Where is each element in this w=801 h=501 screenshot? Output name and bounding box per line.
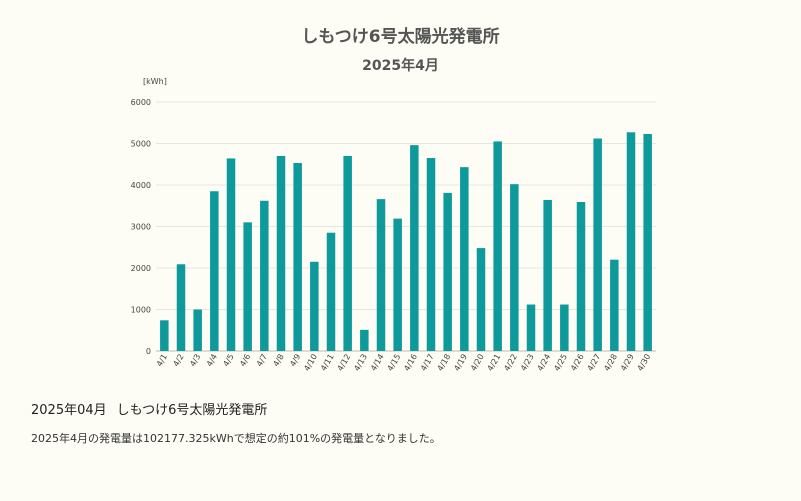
footer-plant-name: しもつけ6号太陽光発電所	[116, 403, 268, 418]
y-tick-label: 4000	[131, 181, 151, 190]
bar	[276, 155, 286, 351]
y-unit-label: [kWh]	[143, 77, 167, 86]
chart-title: しもつけ6号太陽光発電所	[301, 27, 500, 47]
footer-period: 2025年04月	[31, 403, 107, 418]
bar	[476, 248, 486, 351]
bar	[626, 132, 636, 351]
x-tick-label: 4/7	[255, 353, 269, 369]
bar	[260, 200, 269, 351]
x-tick-label: 4/26	[569, 353, 586, 373]
bar	[243, 222, 252, 351]
x-tick-label: 4/21	[486, 352, 503, 372]
x-tick-label: 4/8	[272, 353, 286, 369]
bar	[293, 163, 302, 351]
bar	[576, 202, 586, 351]
bar	[226, 158, 236, 351]
bar	[176, 264, 186, 351]
y-tick-label: 3000	[131, 223, 151, 232]
bar	[610, 259, 619, 351]
bar	[393, 218, 402, 351]
x-tick-label: 4/18	[436, 353, 453, 373]
x-tick-label: 4/10	[302, 353, 319, 373]
bar	[593, 138, 602, 351]
bar	[543, 199, 552, 351]
y-tick-label: 6000	[131, 98, 151, 107]
bar	[310, 261, 319, 351]
x-tick-label: 4/25	[552, 353, 569, 373]
footer-heading: 2025年04月 しもつけ6号太陽光発電所	[31, 399, 267, 418]
chart-subtitle: 2025年4月	[362, 58, 439, 74]
bar	[560, 304, 569, 351]
bar	[210, 191, 219, 351]
chart-area: しもつけ6号太陽光発電所 2025年4月 [kWh] 0 1000 2000 3000 4…	[131, 27, 656, 373]
x-tick-label: 4/12	[336, 353, 353, 373]
x-tick-label: 4/1	[155, 353, 169, 369]
bar	[526, 304, 536, 351]
x-tick-label: 4/9	[288, 353, 302, 369]
x-tick-label: 4/23	[519, 353, 536, 373]
bar	[193, 309, 202, 351]
x-tick-label: 4/5	[222, 353, 236, 369]
bar	[493, 141, 502, 351]
x-tick-label: 4/27	[586, 353, 603, 373]
x-tick-label: 4/30	[636, 353, 653, 373]
y-tick-label: 1000	[131, 306, 151, 315]
bar	[410, 145, 419, 351]
bar	[643, 133, 652, 351]
x-tick-label: 4/28	[602, 353, 619, 373]
bar	[510, 184, 519, 351]
x-tick-label: 4/19	[452, 353, 469, 373]
x-tick-label: 4/3	[188, 353, 202, 369]
bar	[343, 155, 352, 351]
x-tick-label: 4/29	[619, 353, 636, 373]
x-tick-label: 4/14	[369, 353, 386, 373]
x-tick-label: 4/11	[319, 353, 336, 373]
bar	[326, 232, 336, 351]
x-tick-label: 4/13	[352, 353, 369, 373]
x-tick-label: 4/15	[386, 353, 403, 373]
x-tick-label: 4/24	[536, 353, 553, 373]
x-tick-label: 4/16	[402, 353, 419, 373]
bar	[426, 158, 436, 351]
x-tick-label: 4/20	[469, 353, 486, 373]
bar	[360, 329, 369, 351]
x-tick-label: 4/2	[172, 353, 186, 369]
footer-summary: 2025年4月の発電量は102177.325kWhで想定の約101%の発電量とな…	[31, 432, 441, 445]
y-tick-label: 0	[146, 347, 151, 356]
y-tick-label: 5000	[131, 140, 151, 149]
bar	[160, 320, 169, 351]
y-tick-label: 2000	[131, 264, 151, 273]
x-tick-label: 4/6	[238, 353, 252, 369]
x-tick-label: 4/17	[419, 353, 436, 373]
x-tick-label: 4/4	[205, 353, 219, 369]
bar	[376, 199, 386, 351]
bar	[443, 192, 452, 351]
x-tick-label: 4/22	[502, 353, 519, 373]
bar	[460, 167, 469, 351]
